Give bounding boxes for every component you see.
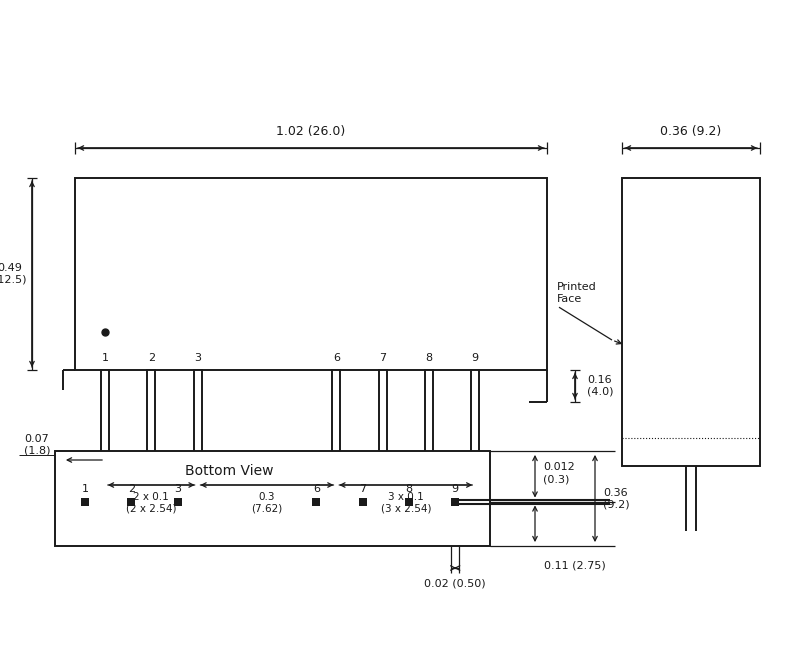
Text: 6: 6: [313, 484, 320, 494]
Text: 0.36
(9.2): 0.36 (9.2): [603, 488, 630, 509]
Text: 1.02 (26.0): 1.02 (26.0): [276, 125, 346, 139]
Text: 0.16
(4.0): 0.16 (4.0): [586, 375, 614, 397]
Text: 1: 1: [82, 484, 89, 494]
Bar: [127, 498, 135, 505]
Text: Bottom View: Bottom View: [185, 464, 274, 478]
Bar: [55, 451, 490, 546]
Text: 7: 7: [379, 353, 386, 363]
Text: 0.11 (2.75): 0.11 (2.75): [544, 561, 606, 571]
Bar: [194, 370, 202, 465]
Text: 3 x 0.1
(3 x 2.54): 3 x 0.1 (3 x 2.54): [381, 492, 431, 513]
Text: 8: 8: [406, 484, 413, 494]
Text: 0.02 (0.50): 0.02 (0.50): [424, 579, 486, 589]
Bar: [358, 498, 366, 505]
Bar: [332, 370, 340, 465]
Bar: [75, 178, 547, 370]
Text: Printed
Face: Printed Face: [557, 282, 597, 304]
Text: 0.36 (9.2): 0.36 (9.2): [660, 125, 722, 139]
Text: 2: 2: [128, 484, 135, 494]
Bar: [451, 498, 459, 505]
Bar: [471, 370, 479, 465]
Text: 9: 9: [452, 484, 458, 494]
Text: 9: 9: [472, 353, 478, 363]
Text: 1: 1: [102, 353, 109, 363]
Bar: [312, 498, 320, 505]
Text: 3: 3: [174, 484, 181, 494]
Text: 7: 7: [359, 484, 366, 494]
Text: 6: 6: [333, 353, 340, 363]
Text: 8: 8: [426, 353, 433, 363]
Bar: [174, 498, 182, 505]
Bar: [81, 498, 89, 505]
Text: 3: 3: [194, 353, 201, 363]
Text: 0.012
(0.3): 0.012 (0.3): [543, 462, 574, 484]
Bar: [101, 370, 109, 465]
Bar: [425, 370, 433, 465]
Bar: [378, 370, 386, 465]
Text: 0.07
(1.8): 0.07 (1.8): [24, 434, 50, 456]
Bar: [622, 178, 760, 466]
Bar: [405, 498, 413, 505]
Bar: [147, 370, 155, 465]
Text: 2: 2: [148, 353, 155, 363]
Text: 0.3
(7.62): 0.3 (7.62): [251, 492, 282, 513]
Text: 2 x 0.1
(2 x 2.54): 2 x 0.1 (2 x 2.54): [126, 492, 177, 513]
Text: 0.49
(12.5): 0.49 (12.5): [0, 263, 26, 285]
